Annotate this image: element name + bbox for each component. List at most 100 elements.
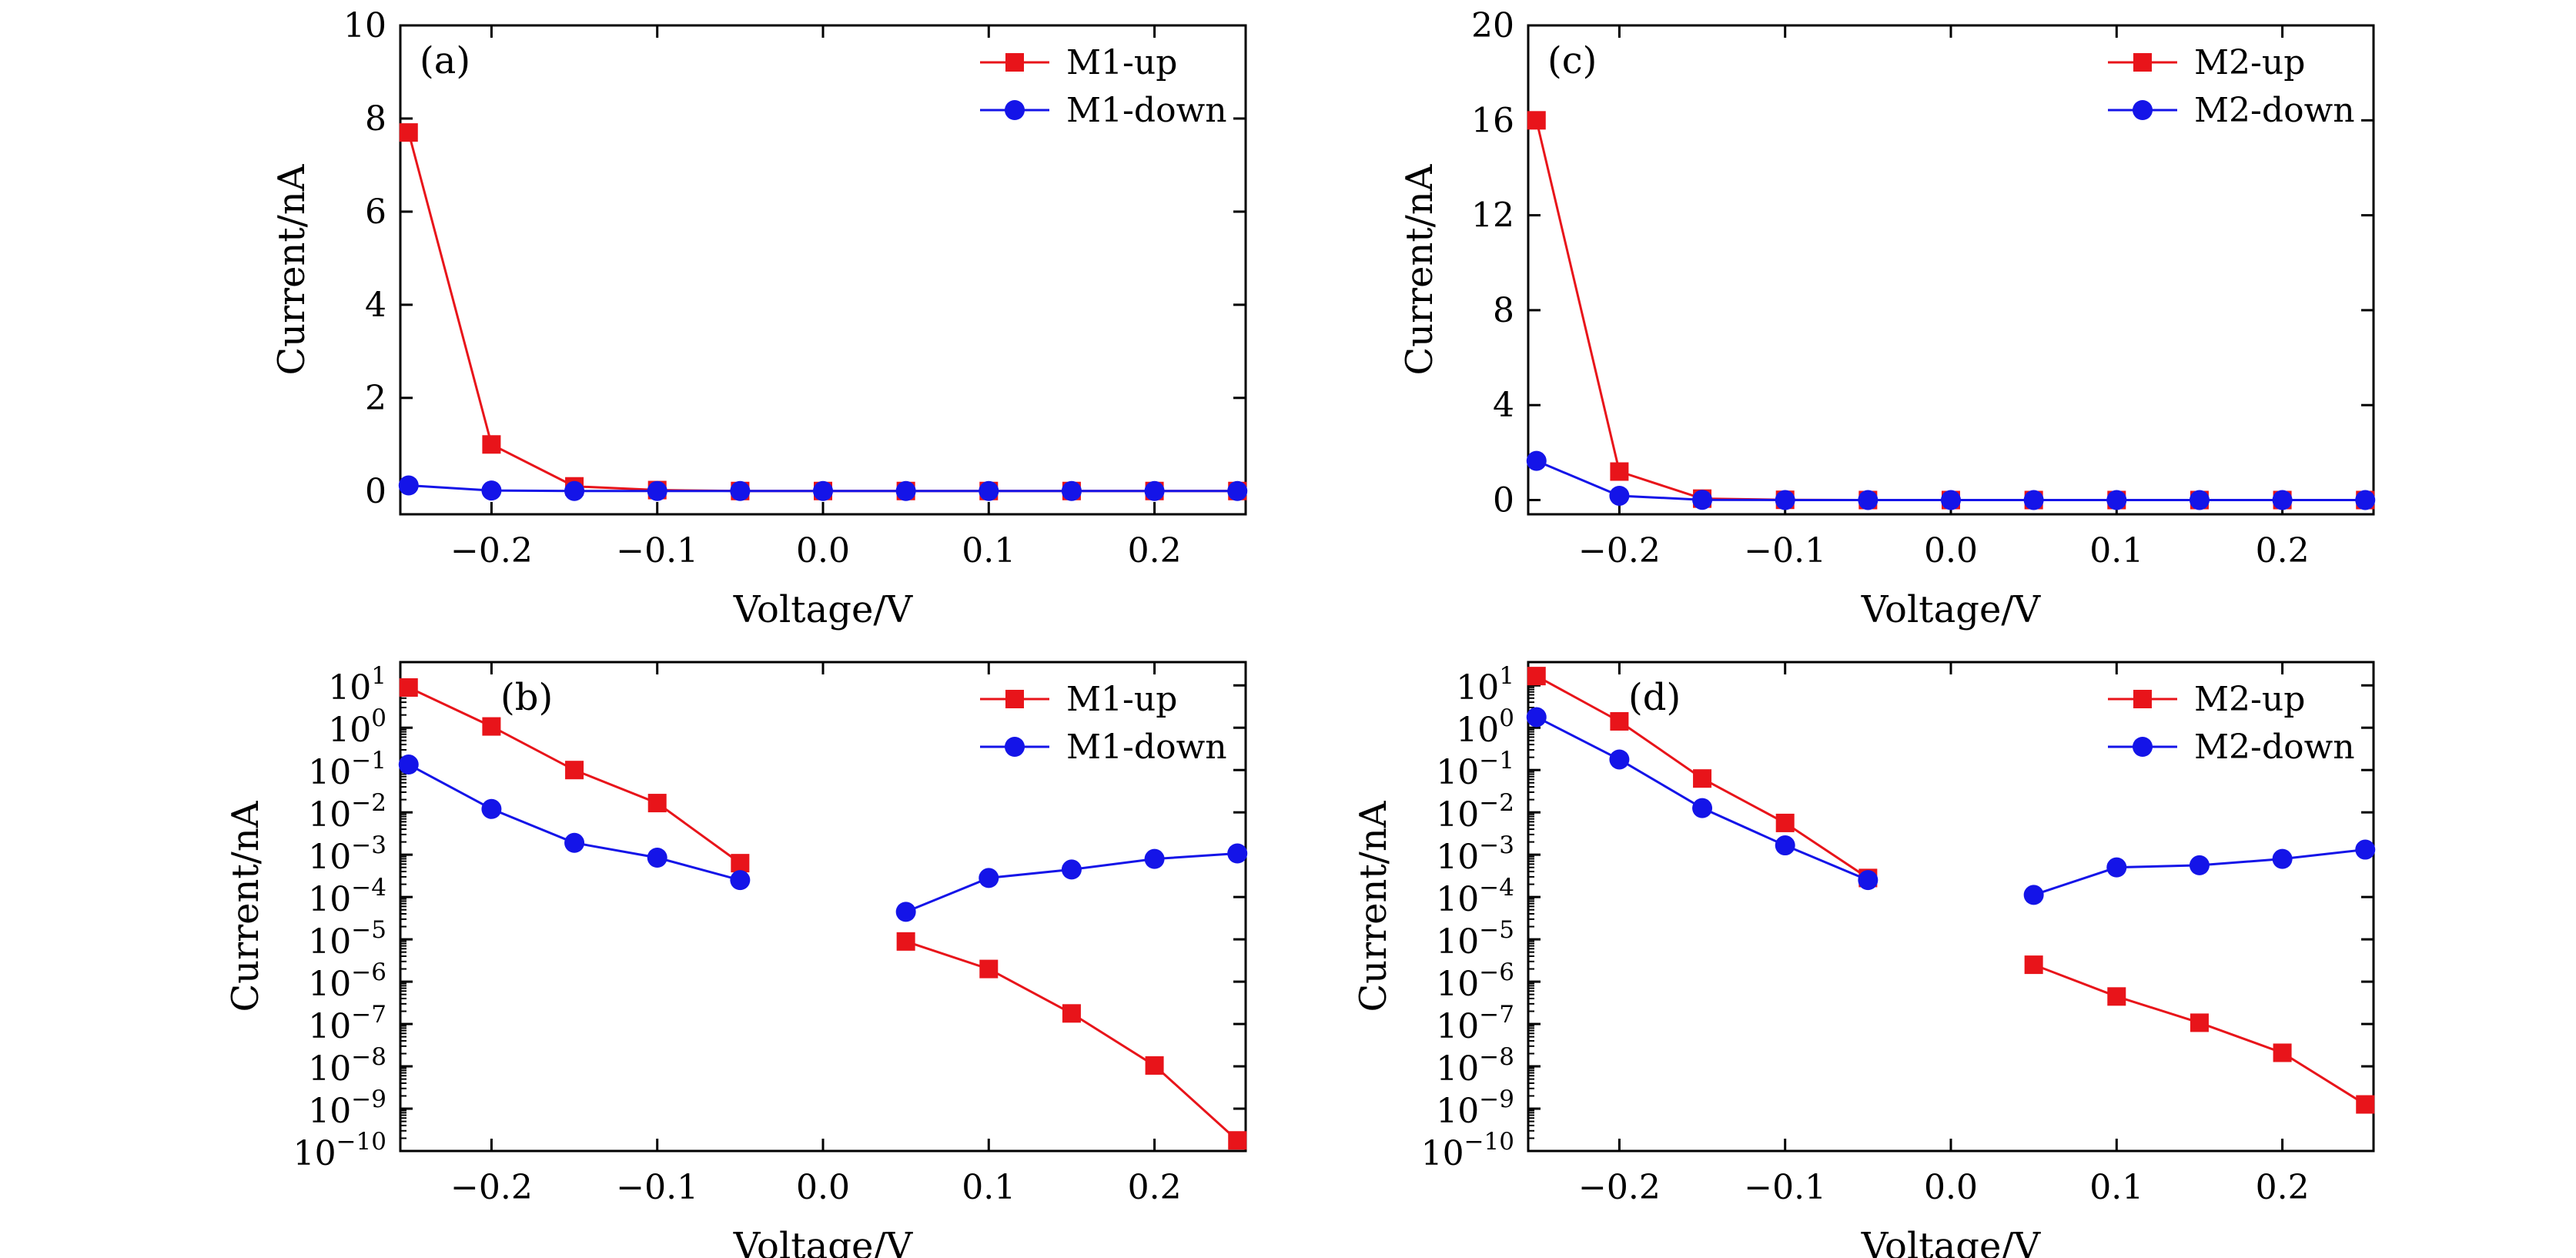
legend-entry: M1-down [980,91,1227,130]
y-tick-base: 10 [308,880,351,919]
data-point-m1-down [647,848,667,868]
y-tick-label: 10−4 [308,874,386,919]
data-point-m1-down [1061,480,1082,501]
y-tick-exponent: −10 [1464,1128,1514,1156]
y-tick-base: 10 [1436,922,1479,962]
data-point-m1-down [895,480,916,501]
y-tick-label: 10−6 [1436,959,1514,1004]
y-tick-base: 10 [1456,668,1499,708]
legend-entry: M1-up [980,43,1177,82]
x-axis-label: Voltage/V [733,1225,914,1258]
data-point-m2-down [1858,490,1878,510]
y-tick-base: 10 [308,965,351,1004]
y-tick-base: 10 [308,1092,351,1131]
data-point-m1-down [564,480,585,501]
x-tick-label: −0.2 [1578,531,1661,570]
y-tick-base: 10 [308,838,351,877]
y-tick-exponent: −9 [1479,1086,1514,1113]
data-point-m1-down [481,480,502,501]
y-tick-label: 10−3 [308,831,386,877]
x-tick-label: 0.2 [1128,531,1182,570]
y-tick-label: 0 [1493,481,1514,520]
y-tick-label: 4 [365,286,386,325]
x-tick-label: 0.0 [796,531,850,570]
series-m2-down [1526,707,2376,905]
legend-label: M2-down [2194,91,2355,130]
y-tick-label: 10−7 [308,1001,386,1046]
y-tick-label: 100 [328,704,386,750]
panel-label: (c) [1547,39,1597,82]
y-tick-label: 10−10 [293,1128,386,1173]
legend-label: M2-up [2194,43,2305,82]
y-tick-base: 10 [1436,753,1479,792]
data-point-m1-down [979,480,999,501]
x-axis-label: Voltage/V [1861,1225,2042,1258]
data-point-m1-up [979,959,999,979]
data-point-m1-up [399,123,418,142]
y-axis-label: Current/nA [1352,800,1395,1012]
y-tick-base: 10 [328,668,371,708]
legend-entry: M2-up [2108,680,2305,719]
data-point-m1-up [399,678,418,697]
x-tick-label: −0.2 [450,1168,533,1207]
data-point-m1-down [730,480,751,501]
data-point-m2-down [2355,839,2376,860]
y-tick-label: 0 [365,472,386,511]
y-tick-label: 10−10 [1421,1128,1514,1173]
y-tick-label: 10−8 [1436,1043,1514,1089]
data-point-m1-down [1061,859,1082,880]
series-line [2033,963,2367,1106]
data-point-m2-down [2355,490,2376,510]
data-point-m1-up [565,761,584,780]
legend-marker [1005,690,1024,708]
x-tick-label: 0.0 [796,1168,850,1207]
series-line [408,763,741,882]
data-point-m2-down [1526,707,1547,728]
data-point-m2-up [2190,1013,2209,1032]
y-tick-label: 10−5 [1436,916,1514,962]
data-point-m1-down [1227,480,1248,501]
legend-label: M2-down [2194,728,2355,767]
y-axis-label: Current/nA [270,163,313,375]
y-tick-exponent: −1 [1479,747,1514,775]
y-tick-label: 100 [1456,704,1514,750]
data-point-m1-down [813,480,833,501]
legend-marker [2133,690,2152,708]
data-point-m2-up [1610,711,1629,731]
data-point-m2-down [1775,835,1795,856]
x-tick-label: 0.1 [962,531,1015,570]
legend-marker [1005,100,1025,120]
data-point-m1-down [1144,480,1165,501]
y-tick-label: 10 [343,6,386,45]
y-tick-base: 10 [308,795,351,835]
legend-entry: M2-down [2108,728,2355,767]
x-tick-label: −0.1 [616,1168,698,1207]
data-point-m2-down [1609,485,1630,506]
y-axis-label: Current/nA [1398,163,1441,375]
y-tick-exponent: −2 [351,789,386,817]
x-tick-label: 0.2 [2256,1168,2310,1207]
y-tick-label: 101 [328,662,386,708]
panel-b: −0.2 −0.1 0.0 0.1 0.210110010−110−210−310−41… [224,661,1248,1258]
y-tick-exponent: −6 [351,959,386,986]
legend-entry: M2-up [2108,43,2305,82]
y-tick-exponent: −5 [351,916,386,944]
legend-entry: M1-up [980,680,1177,719]
legend-entry: M1-down [980,728,1227,767]
y-tick-label: 10−2 [308,789,386,835]
x-axis-label: Voltage/V [1861,588,2042,631]
legend-entry: M2-down [2108,91,2355,130]
data-point-m2-up [1610,462,1629,481]
data-point-m1-up [1062,1004,1081,1023]
data-point-m2-down [2023,490,2044,510]
legend-label: M1-down [1066,728,1227,767]
y-tick-base: 10 [293,1134,336,1173]
data-point-m1-up [1145,1056,1164,1075]
x-tick-label: −0.2 [1578,1168,1661,1207]
y-tick-label: 12 [1471,196,1514,236]
series-m1-down [398,754,1248,922]
x-tick-label: −0.1 [1744,1168,1826,1207]
x-tick-label: 0.1 [2089,1168,2143,1207]
y-tick-exponent: −10 [336,1128,386,1156]
y-tick-exponent: 0 [371,704,386,732]
